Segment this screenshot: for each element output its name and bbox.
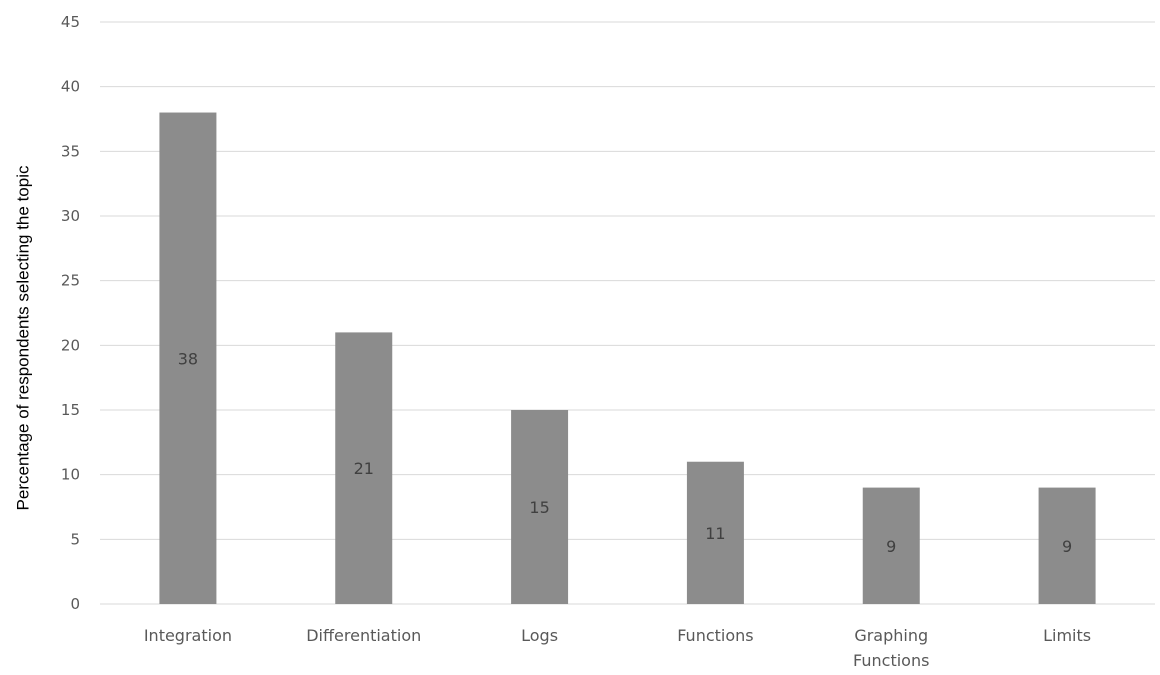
gridlines (100, 21, 1155, 605)
y-tick-label: 20 (61, 336, 80, 354)
bar-differentiation (335, 332, 393, 604)
bar-limits (1038, 487, 1096, 604)
x-category-label: Integration (144, 626, 232, 645)
x-category-label-line: Functions (677, 626, 753, 645)
data-label: 15 (529, 498, 549, 517)
y-axis-title: Percentage of respondents selecting the … (13, 165, 32, 510)
bar-logs (511, 410, 569, 604)
y-tick-label: 25 (61, 272, 80, 290)
y-tick-label: 40 (61, 78, 80, 96)
y-tick-label: 45 (61, 13, 80, 31)
y-tick-label: 0 (70, 595, 80, 613)
x-category-label-line: Logs (521, 626, 558, 645)
y-tick-label: 30 (61, 207, 80, 225)
x-category-label: Logs (521, 626, 558, 645)
x-category-label: Functions (677, 626, 753, 645)
x-category-label: Limits (1043, 626, 1091, 645)
x-category-label-line: Functions (853, 651, 929, 670)
y-tick-label: 10 (61, 466, 80, 484)
bar-graphing-functions (862, 487, 920, 604)
x-category-label: Differentiation (306, 626, 421, 645)
x-category-label-line: Limits (1043, 626, 1091, 645)
bars (159, 112, 1096, 605)
bar-functions (686, 461, 744, 604)
x-category-label-line: Differentiation (306, 626, 421, 645)
data-label: 9 (1062, 537, 1072, 556)
x-category-label: Graphing Functions (853, 626, 929, 670)
x-category-label-line: Integration (144, 626, 232, 645)
data-label: 38 (178, 349, 198, 368)
bar-integration (159, 112, 217, 605)
y-tick-label: 5 (70, 530, 80, 548)
data-labels: 38 21 15 11 9 9 (178, 349, 1072, 556)
y-tick-label: 15 (61, 401, 80, 419)
x-axis-categories: Integration Differentiation Logs Functions G… (144, 626, 1091, 670)
x-category-label-line: Graphing (854, 626, 928, 645)
data-label: 21 (354, 459, 374, 478)
data-label: 11 (705, 524, 725, 543)
y-tick-label: 35 (61, 142, 80, 160)
data-label: 9 (886, 537, 896, 556)
y-axis-ticks: 0 5 10 15 20 25 30 35 40 45 (61, 13, 80, 613)
